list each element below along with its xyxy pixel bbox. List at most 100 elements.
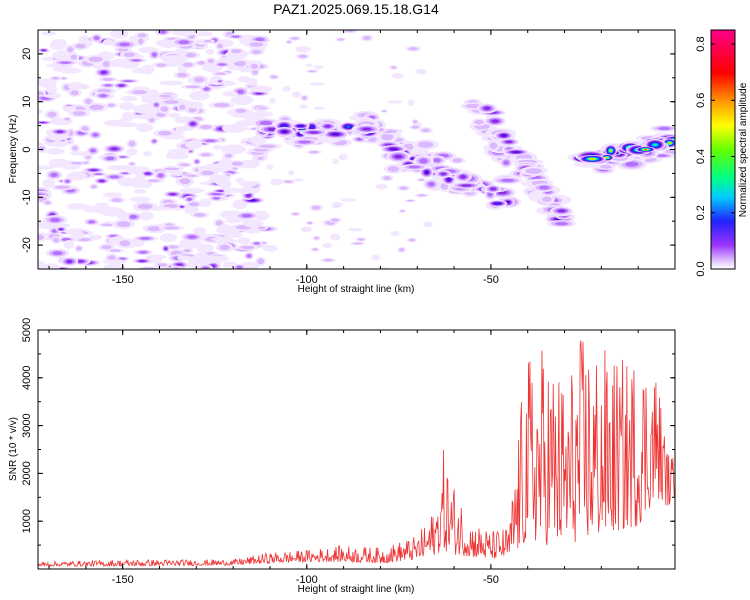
spectral-blob bbox=[203, 39, 212, 43]
spectral-blob bbox=[140, 237, 151, 240]
spectral-blob bbox=[38, 165, 56, 170]
spectral-blob bbox=[91, 184, 97, 189]
spectral-blob bbox=[158, 130, 172, 136]
spectral-blob bbox=[407, 99, 415, 106]
spectral-blob bbox=[90, 148, 96, 153]
spectral-blob bbox=[606, 157, 608, 159]
spectral-blob bbox=[231, 161, 244, 166]
spectral-blob bbox=[207, 58, 214, 64]
spectral-blob bbox=[110, 30, 129, 39]
spectral-blob bbox=[341, 198, 358, 202]
spectral-blob bbox=[143, 151, 152, 157]
spectral-blob bbox=[60, 77, 67, 80]
spectral-blob bbox=[66, 171, 88, 181]
spectral-blob bbox=[225, 217, 242, 224]
spectral-blob bbox=[176, 263, 183, 267]
spectral-blob bbox=[224, 153, 233, 158]
spectral-blob bbox=[213, 196, 220, 200]
y-tick-label: 3000 bbox=[21, 413, 33, 437]
spectral-blob bbox=[107, 103, 115, 108]
spectral-blob bbox=[147, 179, 160, 183]
spectral-blob bbox=[408, 238, 416, 242]
spectral-blob bbox=[310, 125, 314, 129]
spectral-blob bbox=[259, 144, 277, 149]
spectral-blob bbox=[221, 123, 248, 133]
spectral-blob bbox=[66, 203, 87, 210]
spectral-blob bbox=[38, 109, 43, 114]
spectral-blob bbox=[159, 80, 184, 86]
spectral-blob bbox=[281, 124, 287, 128]
spectral-blob bbox=[117, 177, 139, 187]
spectral-blob bbox=[197, 61, 205, 65]
spectral-blob bbox=[159, 30, 167, 34]
spectral-blob bbox=[151, 52, 157, 57]
spectral-blob bbox=[218, 80, 222, 83]
spectral-blob bbox=[362, 127, 372, 131]
spectral-blob bbox=[139, 211, 154, 220]
spectral-blob bbox=[131, 59, 141, 62]
colorbar-ticks: 0.0 0.2 0.4 0.6 0.8 bbox=[695, 36, 735, 277]
spectral-blob bbox=[123, 80, 134, 82]
y-tick-label: -20 bbox=[21, 237, 33, 253]
spectral-blob bbox=[252, 69, 258, 75]
spectral-blob bbox=[269, 97, 276, 104]
spectral-blob bbox=[489, 142, 498, 150]
spectral-blob bbox=[357, 238, 365, 241]
spectral-blob bbox=[204, 139, 216, 142]
spectral-blob bbox=[126, 148, 138, 156]
spectral-blob bbox=[236, 265, 243, 269]
x-tick-label: -50 bbox=[483, 574, 499, 586]
spectral-blob bbox=[101, 223, 113, 227]
spectral-blob bbox=[109, 249, 121, 252]
spectral-blob bbox=[225, 232, 243, 238]
spectral-blob bbox=[75, 43, 86, 49]
spectral-blob bbox=[331, 133, 340, 136]
spectral-blob bbox=[103, 263, 125, 269]
spectral-blob bbox=[84, 98, 92, 105]
spectral-blob bbox=[538, 185, 550, 190]
x-tick-label: -150 bbox=[112, 274, 134, 286]
snr-y-label: SNR (10 * v/v) bbox=[8, 417, 19, 481]
spectral-blob bbox=[90, 169, 98, 172]
spectral-blob bbox=[213, 103, 230, 108]
spectral-blob bbox=[43, 93, 63, 98]
colorbar-tick-label: 0.0 bbox=[695, 261, 707, 276]
spectral-blob bbox=[238, 180, 258, 187]
spectral-blob bbox=[123, 52, 136, 58]
colorbar-tick-label: 0.2 bbox=[695, 205, 707, 220]
snr-x-axis: -150 -100 -50 bbox=[48, 330, 676, 586]
spectral-blob bbox=[286, 40, 292, 44]
spectral-blob bbox=[214, 175, 228, 186]
spectral-blob bbox=[219, 157, 233, 168]
spectral-blob bbox=[162, 54, 188, 64]
spectral-blob bbox=[46, 148, 65, 155]
spectral-blob bbox=[311, 205, 321, 210]
y-tick-label: 4000 bbox=[21, 366, 33, 390]
spectral-blob bbox=[399, 186, 408, 190]
spectral-blob bbox=[324, 124, 331, 128]
spectral-blob bbox=[70, 229, 84, 240]
spectral-blob bbox=[235, 177, 245, 183]
spectral-blob bbox=[427, 181, 435, 187]
spectral-blob bbox=[89, 104, 104, 111]
spectral-blob bbox=[100, 70, 107, 75]
spectral-blob bbox=[284, 180, 293, 183]
spectral-blob bbox=[129, 214, 138, 219]
spectrogram-y-axis: -20 -10 0 10 20 bbox=[21, 29, 675, 270]
spectral-blob bbox=[94, 36, 100, 40]
spectral-blob bbox=[305, 63, 313, 68]
spectral-blob bbox=[128, 140, 136, 147]
spectral-blob bbox=[120, 95, 138, 102]
y-tick-label: 20 bbox=[21, 48, 33, 60]
spectral-blob bbox=[300, 226, 312, 233]
spectral-blob bbox=[500, 178, 515, 183]
spectral-blob bbox=[187, 101, 203, 109]
spectral-blob bbox=[194, 31, 213, 37]
spectral-blob bbox=[185, 85, 201, 89]
spectral-blob bbox=[217, 43, 223, 49]
spectral-blob bbox=[653, 143, 657, 146]
spectral-blob bbox=[237, 237, 251, 245]
spectral-blob bbox=[195, 160, 199, 164]
spectral-blob bbox=[155, 112, 166, 117]
spectral-blob bbox=[345, 30, 355, 33]
